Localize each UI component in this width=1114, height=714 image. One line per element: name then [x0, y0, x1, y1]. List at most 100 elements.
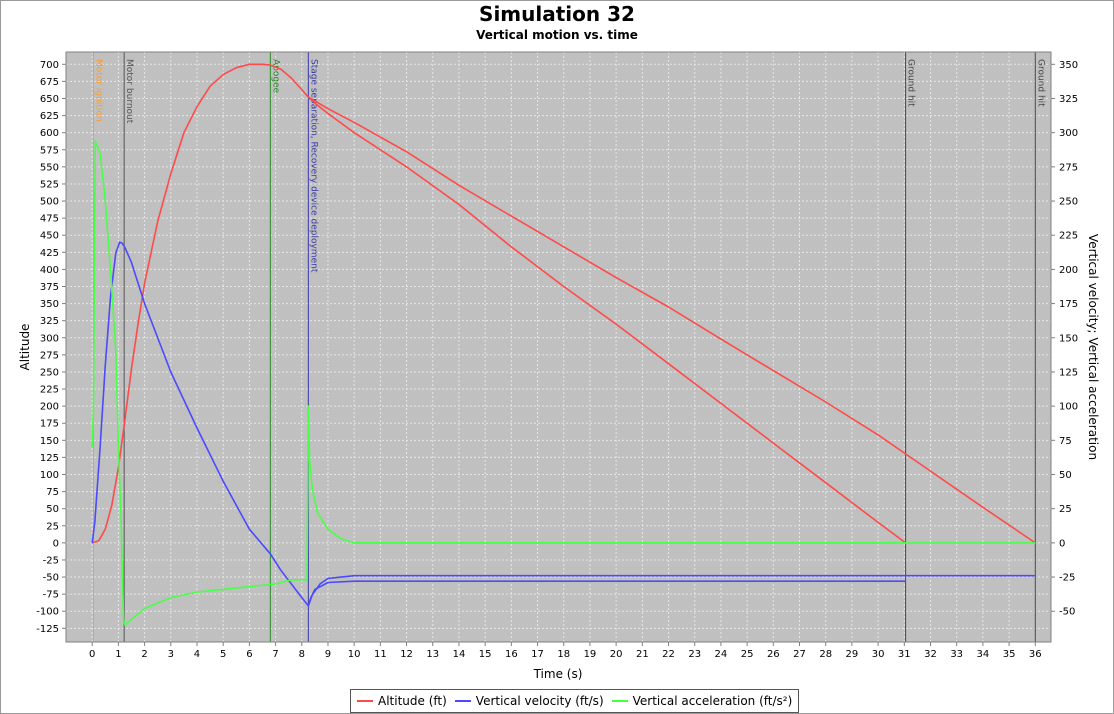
y2-tick-label: 150	[1059, 333, 1078, 344]
x-tick-label: 0	[89, 649, 95, 660]
y-tick-label: 675	[40, 77, 59, 88]
x-tick-label: 33	[950, 649, 963, 660]
y2-axis-label: Vertical velocity; Vertical acceleration	[1086, 234, 1100, 460]
chart-title: Simulation 32	[479, 2, 635, 26]
x-tick-label: 27	[793, 649, 806, 660]
x-tick-label: 14	[453, 649, 466, 660]
y-tick-label: 125	[40, 453, 59, 464]
y-tick-label: 250	[40, 367, 59, 378]
y2-tick-label: 300	[1059, 128, 1078, 139]
y-tick-label: 650	[40, 94, 59, 105]
event-label: Motor burnout	[124, 59, 134, 124]
x-tick-label: 34	[977, 649, 990, 660]
legend-item-velocity: Vertical velocity (ft/s)	[454, 694, 604, 708]
y2-tick-label: 100	[1059, 402, 1078, 413]
y-tick-label: 375	[40, 282, 59, 293]
y-tick-label: 75	[46, 487, 59, 498]
y-tick-label: 575	[40, 145, 59, 156]
x-tick-label: 29	[846, 649, 859, 660]
x-tick-label: 7	[272, 649, 278, 660]
x-tick-label: 2	[141, 649, 147, 660]
x-tick-label: 4	[194, 649, 200, 660]
plot-border	[65, 51, 1052, 643]
y-tick-label: 500	[40, 197, 59, 208]
x-tick-label: 31	[898, 649, 911, 660]
y-tick-label: 625	[40, 111, 59, 122]
velocity-line	[307, 574, 1036, 607]
altitude-swatch	[357, 700, 373, 702]
x-tick-label: 11	[374, 649, 387, 660]
y2-tick-label: 25	[1059, 504, 1072, 515]
event-label: Apogee	[270, 59, 280, 94]
x-tick-label: 6	[246, 649, 252, 660]
x-tick-label: 36	[1029, 649, 1042, 660]
event-label: Ground hit	[906, 59, 916, 107]
x-tick-label: 22	[662, 649, 675, 660]
legend-label-altitude: Altitude (ft)	[378, 694, 447, 708]
x-tick-label: 23	[688, 649, 701, 660]
y2-tick-label: 250	[1059, 197, 1078, 208]
velocity-swatch	[454, 700, 471, 702]
y-tick-label: 350	[40, 299, 59, 310]
x-tick-label: 24	[715, 649, 728, 660]
x-tick-label: 15	[479, 649, 492, 660]
plot-background	[66, 52, 1051, 642]
series-lines	[91, 63, 1036, 626]
x-tick-label: 10	[348, 649, 361, 660]
y-tick-label: 25	[46, 521, 59, 532]
y-tick-label: 325	[40, 316, 59, 327]
x-axis-label: Time (s)	[533, 667, 583, 681]
plot-area: Motor ignition Motor burnout Apogee Stage s…	[18, 51, 1100, 681]
x-tick-label: 26	[767, 649, 780, 660]
y-tick-label: 200	[40, 402, 59, 413]
y-tick-label: 700	[40, 60, 59, 71]
x-tick-label: 30	[872, 649, 885, 660]
y2-tick-label: -25	[1059, 573, 1075, 584]
y-tick-label: 100	[40, 470, 59, 481]
legend-item-acceleration: Vertical acceleration (ft/s²)	[611, 694, 792, 708]
y2-tick-label: 175	[1059, 299, 1078, 310]
x-tick-label: 12	[400, 649, 413, 660]
y-tick-label: 225	[40, 385, 59, 396]
y-tick-label: -50	[43, 573, 59, 584]
y-tick-label: 425	[40, 248, 59, 259]
x-tick-label: 19	[584, 649, 597, 660]
x-tick-label: 1	[115, 649, 121, 660]
y-tick-label: -25	[43, 555, 59, 566]
y2-tick-label: 200	[1059, 265, 1078, 276]
y2-tick-label: 50	[1059, 470, 1072, 481]
y2-tick-label: -50	[1059, 607, 1075, 618]
legend: Altitude (ft) Vertical velocity (ft/s) V…	[350, 689, 800, 713]
y-axis-label: Altitude	[18, 324, 32, 371]
y-tick-label: -100	[36, 607, 59, 618]
y-tick-label: 450	[40, 231, 59, 242]
acceleration-swatch	[611, 700, 628, 702]
chart-subtitle: Vertical motion vs. time	[476, 28, 638, 42]
velocity-line	[91, 241, 906, 607]
legend-label-velocity: Vertical velocity (ft/s)	[475, 694, 604, 708]
altitude-line	[91, 63, 907, 544]
x-tick-label: 16	[505, 649, 518, 660]
y-tick-label: 50	[46, 504, 59, 515]
event-label: Ground hit	[1035, 59, 1045, 107]
y2-tick-label: 275	[1059, 162, 1078, 173]
y2-tick-label: 225	[1059, 231, 1078, 242]
y2-tick-label: 75	[1059, 436, 1072, 447]
grid	[66, 52, 1051, 642]
x-tick-label: 13	[426, 649, 439, 660]
x-tick-label: 35	[1003, 649, 1016, 660]
x-tick-label: 21	[636, 649, 649, 660]
y2-tick-label: 350	[1059, 60, 1078, 71]
y-tick-label: 150	[40, 436, 59, 447]
y-tick-label: 550	[40, 162, 59, 173]
y-tick-label: 275	[40, 350, 59, 361]
event-label: Stage separation, Recovery device deploy…	[308, 59, 318, 273]
y-tick-label: -125	[36, 624, 59, 635]
y-tick-label: 0	[53, 538, 59, 549]
y2-tick-label: 325	[1059, 94, 1078, 105]
acceleration-line	[91, 140, 906, 626]
event-label: Motor ignition	[94, 59, 104, 122]
x-tick-label: 32	[924, 649, 937, 660]
y-tick-label: 525	[40, 179, 59, 190]
y-tick-label: 475	[40, 214, 59, 225]
